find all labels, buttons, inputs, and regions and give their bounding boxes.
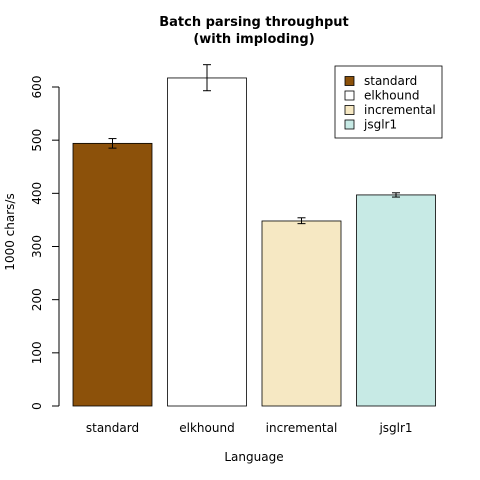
y-tick-label-500: 500 xyxy=(30,129,44,152)
bar-standard xyxy=(72,142,153,407)
legend-label-standard: standard xyxy=(364,74,417,88)
legend-label-jsglr1: jsglr1 xyxy=(363,118,397,132)
y-tick-label-400: 400 xyxy=(30,182,44,205)
bar-incremental xyxy=(261,220,342,407)
legend-swatch-standard xyxy=(344,76,355,86)
legend-label-elkhound: elkhound xyxy=(364,89,419,103)
legend-swatch-elkhound xyxy=(344,90,355,101)
bar-elkhound xyxy=(167,77,247,407)
x-tick-labels: standard elkhound incremental jsglr1 xyxy=(86,421,413,435)
error-bars-group xyxy=(108,64,400,225)
x-tick-label-incremental: incremental xyxy=(266,421,338,435)
x-axis-label: Language xyxy=(224,450,283,464)
y-tick-label-0: 0 xyxy=(30,402,44,410)
legend-swatch-incremental xyxy=(344,105,355,115)
bar-jsglr1 xyxy=(356,194,436,407)
legend-swatch-jsglr1 xyxy=(344,119,355,130)
bars-group xyxy=(72,77,436,407)
y-tick-label-600: 600 xyxy=(30,76,44,99)
y-tick-label-200: 200 xyxy=(30,288,44,311)
y-axis-ticks: 0 100 200 300 400 500 600 xyxy=(30,76,59,410)
chart-title-line-2: (with imploding) xyxy=(193,32,314,47)
x-tick-label-elkhound: elkhound xyxy=(179,421,234,435)
x-tick-label-standard: standard xyxy=(86,421,139,435)
x-tick-label-jsglr1: jsglr1 xyxy=(378,421,412,435)
y-tick-label-100: 100 xyxy=(30,341,44,364)
y-tick-label-300: 300 xyxy=(30,235,44,258)
chart-title-line-1: Batch parsing throughput xyxy=(159,15,349,30)
y-axis-label: 1000 chars/s xyxy=(3,193,17,270)
legend-label-incremental: incremental xyxy=(364,103,436,117)
